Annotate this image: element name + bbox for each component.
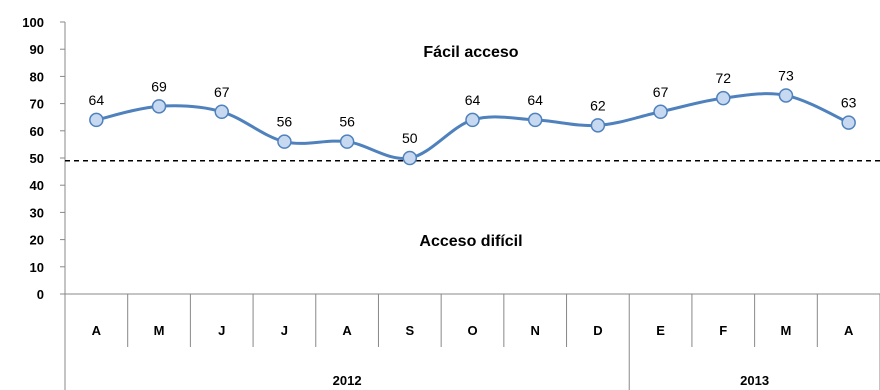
x-tick-label: A <box>92 323 102 338</box>
data-label: 62 <box>590 97 606 113</box>
y-tick-label: 40 <box>30 178 44 193</box>
data-label: 56 <box>339 114 355 130</box>
data-label: 56 <box>277 114 293 130</box>
data-label: 50 <box>402 130 418 146</box>
x-tick-label: N <box>530 323 539 338</box>
data-label: 64 <box>527 92 543 108</box>
y-tick-label: 100 <box>22 15 44 30</box>
upper-zone-label: Fácil acceso <box>423 44 518 61</box>
x-tick-label: J <box>281 323 288 338</box>
year-group-label: 2013 <box>740 373 769 388</box>
x-tick-label: D <box>593 323 602 338</box>
year-group-label: 2012 <box>333 373 362 388</box>
data-labels: 64 69 67 56 56 50 64 64 62 67 72 73 63 <box>89 67 857 146</box>
y-tick-label: 60 <box>30 124 44 139</box>
data-point <box>778 88 794 103</box>
x-tick-label: M <box>154 323 165 338</box>
x-tick-label: E <box>656 323 665 338</box>
data-label: 73 <box>778 67 794 83</box>
data-point <box>277 134 292 149</box>
data-point <box>527 112 543 128</box>
x-tick-label: O <box>467 323 477 338</box>
data-label: 64 <box>89 92 105 108</box>
x-tick-label: A <box>844 323 854 338</box>
x-tick-label: M <box>781 323 792 338</box>
data-point <box>841 115 856 130</box>
y-tick-label: 50 <box>30 151 44 166</box>
x-axis: A M J J A S O N D E F M A 2012 2013 <box>64 293 880 390</box>
data-point <box>653 104 668 120</box>
data-label: 64 <box>465 92 481 108</box>
data-point <box>402 150 418 166</box>
data-point <box>151 99 167 114</box>
lower-zone-label: Acceso difícil <box>419 233 522 250</box>
data-label: 67 <box>214 84 230 100</box>
data-point <box>89 112 104 128</box>
data-point <box>339 134 355 149</box>
y-tick-label: 30 <box>30 205 44 220</box>
x-tick-label: S <box>405 323 414 338</box>
x-tick-label: A <box>342 323 352 338</box>
y-tick-label: 10 <box>30 260 44 275</box>
x-tick-label: F <box>719 323 727 338</box>
data-point <box>590 118 606 133</box>
data-label: 67 <box>653 84 669 100</box>
y-tick-label: 0 <box>37 287 44 302</box>
y-tick-label: 70 <box>30 97 44 112</box>
x-tick-label: J <box>218 323 225 338</box>
data-points <box>89 88 856 166</box>
data-point <box>716 90 731 106</box>
y-tick-label: 90 <box>30 42 44 57</box>
data-label: 63 <box>841 95 857 111</box>
data-label: 69 <box>151 78 167 94</box>
data-point <box>214 104 229 120</box>
y-tick-label: 20 <box>30 233 44 248</box>
data-label: 72 <box>715 70 731 86</box>
y-axis: 0 10 20 30 40 50 60 70 80 90 100 <box>22 15 66 302</box>
y-tick-label: 80 <box>30 69 44 84</box>
data-point <box>465 112 480 128</box>
